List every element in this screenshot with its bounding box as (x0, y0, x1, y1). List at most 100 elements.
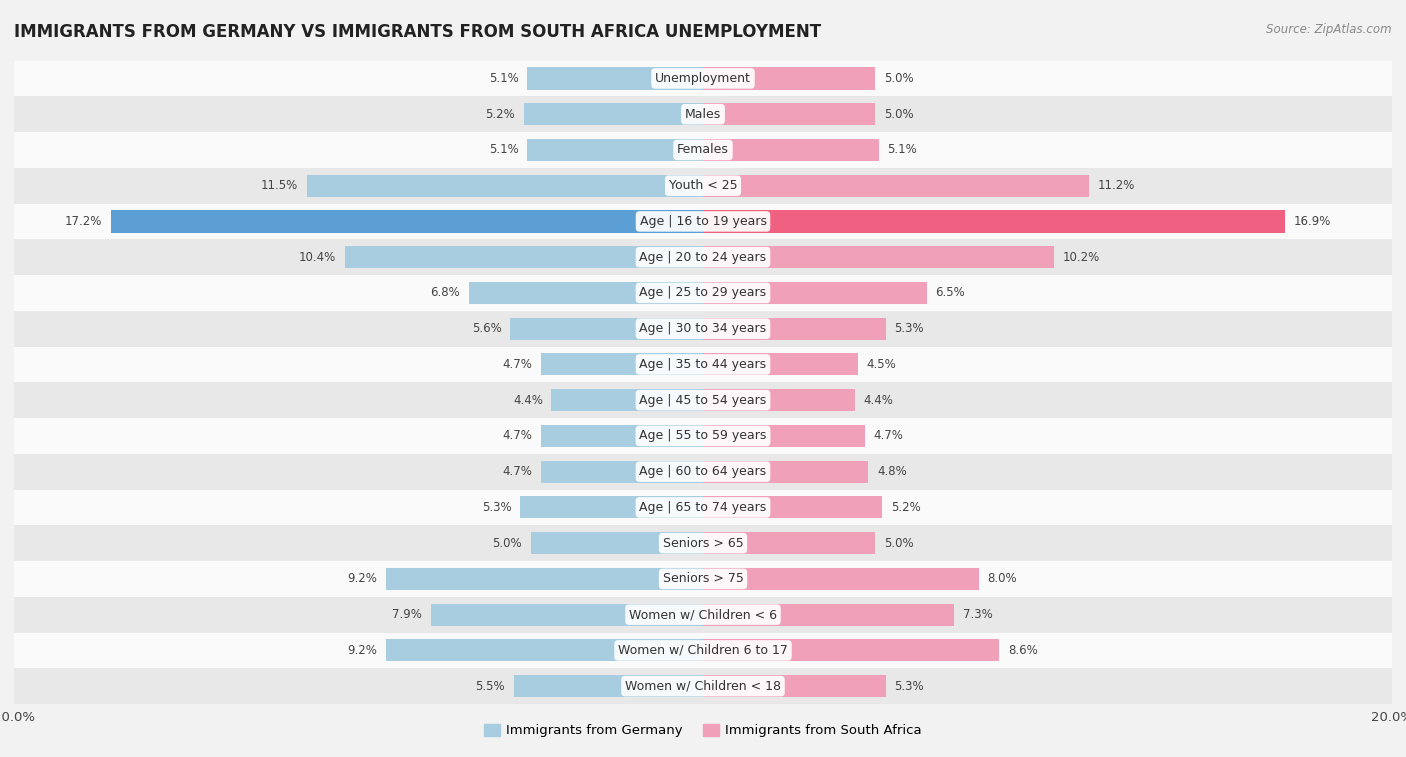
Text: IMMIGRANTS FROM GERMANY VS IMMIGRANTS FROM SOUTH AFRICA UNEMPLOYMENT: IMMIGRANTS FROM GERMANY VS IMMIGRANTS FR… (14, 23, 821, 41)
Text: 5.6%: 5.6% (472, 322, 502, 335)
Text: Females: Females (678, 143, 728, 157)
Text: 10.2%: 10.2% (1063, 251, 1101, 263)
Text: Unemployment: Unemployment (655, 72, 751, 85)
Text: Age | 20 to 24 years: Age | 20 to 24 years (640, 251, 766, 263)
Text: Age | 25 to 29 years: Age | 25 to 29 years (640, 286, 766, 300)
Bar (527, 67, 703, 89)
Text: Source: ZipAtlas.com: Source: ZipAtlas.com (1267, 23, 1392, 36)
Text: 7.3%: 7.3% (963, 608, 993, 621)
Bar (703, 532, 875, 554)
Text: Age | 55 to 59 years: Age | 55 to 59 years (640, 429, 766, 442)
Text: 5.3%: 5.3% (482, 501, 512, 514)
Bar (14, 453, 1392, 490)
Bar (703, 389, 855, 411)
Bar (703, 282, 927, 304)
Bar (703, 67, 875, 89)
Legend: Immigrants from Germany, Immigrants from South Africa: Immigrants from Germany, Immigrants from… (479, 718, 927, 743)
Bar (387, 640, 703, 662)
Text: Women w/ Children < 6: Women w/ Children < 6 (628, 608, 778, 621)
Text: Males: Males (685, 107, 721, 120)
Text: 17.2%: 17.2% (65, 215, 101, 228)
Bar (14, 132, 1392, 168)
Text: 5.1%: 5.1% (489, 143, 519, 157)
Bar (387, 568, 703, 590)
Bar (14, 382, 1392, 418)
Bar (703, 460, 869, 483)
Bar (14, 61, 1392, 96)
Text: Youth < 25: Youth < 25 (669, 179, 737, 192)
Text: Seniors > 75: Seniors > 75 (662, 572, 744, 585)
Bar (703, 103, 875, 125)
Bar (111, 210, 703, 232)
Text: 5.0%: 5.0% (884, 72, 914, 85)
Bar (14, 96, 1392, 132)
Bar (14, 239, 1392, 275)
Text: 5.1%: 5.1% (887, 143, 917, 157)
Text: 5.3%: 5.3% (894, 322, 924, 335)
Text: 5.0%: 5.0% (884, 107, 914, 120)
Text: 8.6%: 8.6% (1008, 644, 1038, 657)
Bar (703, 497, 882, 519)
Bar (14, 347, 1392, 382)
Text: 4.8%: 4.8% (877, 465, 907, 478)
Bar (531, 532, 703, 554)
Bar (703, 675, 886, 697)
Bar (541, 425, 703, 447)
Text: 4.4%: 4.4% (513, 394, 543, 407)
Text: Women w/ Children 6 to 17: Women w/ Children 6 to 17 (619, 644, 787, 657)
Text: Seniors > 65: Seniors > 65 (662, 537, 744, 550)
Bar (527, 139, 703, 161)
Bar (541, 354, 703, 375)
Bar (524, 103, 703, 125)
Bar (703, 139, 879, 161)
Bar (541, 460, 703, 483)
Text: 6.8%: 6.8% (430, 286, 460, 300)
Text: 5.2%: 5.2% (891, 501, 921, 514)
Text: 5.5%: 5.5% (475, 680, 505, 693)
Bar (14, 668, 1392, 704)
Bar (703, 246, 1054, 268)
Bar (430, 603, 703, 626)
Text: 4.7%: 4.7% (502, 358, 533, 371)
Text: 10.4%: 10.4% (299, 251, 336, 263)
Text: Age | 60 to 64 years: Age | 60 to 64 years (640, 465, 766, 478)
Bar (14, 204, 1392, 239)
Bar (344, 246, 703, 268)
Text: 6.5%: 6.5% (935, 286, 966, 300)
Text: 11.2%: 11.2% (1098, 179, 1135, 192)
Bar (703, 354, 858, 375)
Bar (468, 282, 703, 304)
Text: 7.9%: 7.9% (392, 608, 422, 621)
Text: 5.3%: 5.3% (894, 680, 924, 693)
Bar (703, 640, 1000, 662)
Text: 5.0%: 5.0% (884, 537, 914, 550)
Bar (703, 175, 1088, 197)
Bar (14, 525, 1392, 561)
Text: 9.2%: 9.2% (347, 644, 377, 657)
Text: Age | 30 to 34 years: Age | 30 to 34 years (640, 322, 766, 335)
Text: 5.2%: 5.2% (485, 107, 515, 120)
Bar (703, 425, 865, 447)
Text: 5.1%: 5.1% (489, 72, 519, 85)
Bar (14, 633, 1392, 668)
Bar (551, 389, 703, 411)
Bar (513, 675, 703, 697)
Text: 5.0%: 5.0% (492, 537, 522, 550)
Text: Age | 45 to 54 years: Age | 45 to 54 years (640, 394, 766, 407)
Text: 11.5%: 11.5% (262, 179, 298, 192)
Text: 8.0%: 8.0% (987, 572, 1017, 585)
Text: Age | 65 to 74 years: Age | 65 to 74 years (640, 501, 766, 514)
Bar (703, 568, 979, 590)
Text: Age | 35 to 44 years: Age | 35 to 44 years (640, 358, 766, 371)
Bar (14, 561, 1392, 597)
Bar (14, 275, 1392, 311)
Text: Women w/ Children < 18: Women w/ Children < 18 (626, 680, 780, 693)
Bar (14, 418, 1392, 453)
Bar (14, 168, 1392, 204)
Bar (510, 318, 703, 340)
Text: 4.7%: 4.7% (502, 465, 533, 478)
Text: 16.9%: 16.9% (1294, 215, 1331, 228)
Bar (307, 175, 703, 197)
Bar (703, 210, 1285, 232)
Bar (520, 497, 703, 519)
